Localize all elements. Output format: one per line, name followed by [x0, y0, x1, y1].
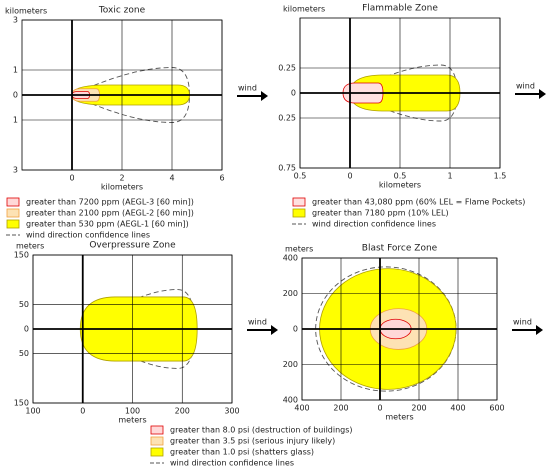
y-tick-label: 150 — [14, 399, 29, 408]
x-axis-label: meters — [118, 416, 146, 425]
legend-swatch — [292, 197, 306, 207]
y-tick-label: 3 — [13, 166, 18, 175]
wind-arrow-head — [536, 325, 543, 335]
y-tick-label: 50 — [19, 349, 29, 358]
chart-title: Blast Force Zone — [362, 244, 438, 254]
x-tick-label: 6 — [219, 174, 224, 183]
confidence-line — [71, 67, 190, 123]
legend-swatch — [6, 219, 20, 229]
x-axis-label: kilometers — [101, 183, 143, 192]
x-tick-label: 400 — [450, 404, 465, 413]
x-tick-label: 100 — [25, 407, 40, 416]
y-axis-label: meters — [285, 245, 313, 254]
confidence-line — [82, 289, 196, 369]
y-axis-label: meters — [16, 242, 44, 251]
x-tick-label: 600 — [489, 404, 504, 413]
legend-label: greater than 530 ppm (AEGL-1 [60 min]) — [26, 220, 189, 229]
y-tick-label: 200 — [283, 360, 298, 369]
x-tick-label: 100 — [125, 407, 140, 416]
legend-swatch — [150, 436, 164, 446]
y-tick-label: 0.25 — [278, 114, 296, 123]
y-tick-label: 0 — [13, 91, 18, 100]
legend-label: greater than 8.0 psi (destruction of bui… — [170, 426, 353, 435]
wind-label: wind — [516, 82, 535, 91]
legend-swatch — [6, 197, 20, 207]
legend-label: wind direction confidence lines — [312, 220, 436, 229]
chart-title: Overpressure Zone — [89, 241, 176, 251]
chart-title: Toxic zone — [98, 6, 146, 16]
chart-title: Flammable Zone — [362, 4, 438, 14]
legend-label: greater than 7200 ppm (AEGL-3 [60 min]) — [26, 198, 194, 207]
y-tick-label: 1 — [13, 116, 18, 125]
legend-label: greater than 3.5 psi (serious injury lik… — [170, 437, 335, 446]
legend-swatch — [150, 447, 164, 457]
x-tick-label: 0 — [347, 172, 352, 181]
wind-arrow-head — [539, 89, 546, 99]
y-tick-label: 150 — [14, 251, 29, 260]
y-tick-label: 0 — [291, 89, 296, 98]
x-tick-label: 1.5 — [494, 172, 507, 181]
y-tick-label: 0.25 — [278, 64, 296, 73]
x-tick-label: 0 — [377, 404, 382, 413]
wind-arrow-head — [271, 325, 278, 335]
legend-label: wind direction confidence lines — [26, 231, 150, 240]
x-tick-label: 0 — [80, 407, 85, 416]
x-tick-label: 2 — [119, 174, 124, 183]
legend-label: greater than 1.0 psi (shatters glass) — [170, 448, 314, 457]
legend-swatch — [6, 208, 20, 218]
legend-label: wind direction confidence lines — [170, 459, 294, 468]
y-tick-label: 0 — [24, 325, 29, 334]
y-tick-label: 200 — [283, 289, 298, 298]
x-tick-label: 1 — [447, 172, 452, 181]
plot-frame — [301, 257, 498, 401]
x-tick-label: 200 — [175, 407, 190, 416]
x-axis-label: kilometers — [379, 181, 421, 190]
y-tick-label: 400 — [283, 254, 298, 263]
x-tick-label: 300 — [224, 407, 239, 416]
wind-label: wind — [513, 318, 532, 327]
y-tick-label: 3 — [13, 16, 18, 25]
wind-label: wind — [238, 84, 257, 93]
legend-swatch — [292, 208, 306, 218]
x-tick-label: 200 — [411, 404, 426, 413]
x-axis-label: meters — [385, 413, 413, 422]
wind-label: wind — [248, 318, 267, 327]
y-tick-label: 400 — [283, 396, 298, 405]
y-axis-label: kilometers — [5, 7, 47, 16]
plot-frame — [299, 17, 501, 169]
legend-label: greater than 2100 ppm (AEGL-2 [60 min]) — [26, 209, 194, 218]
x-tick-label: 400 — [294, 404, 309, 413]
legend-label: greater than 43,080 ppm (60% LEL = Flame… — [312, 198, 525, 207]
wind-arrow-head — [261, 91, 268, 101]
y-tick-label: 0 — [293, 325, 298, 334]
legend-swatch — [150, 425, 164, 435]
x-tick-label: 0 — [69, 174, 74, 183]
y-tick-label: 1 — [13, 66, 18, 75]
y-axis-label: kilometers — [283, 5, 325, 14]
x-tick-label: 200 — [333, 404, 348, 413]
x-tick-label: 4 — [169, 174, 174, 183]
plot-frame — [32, 254, 233, 404]
legend-label: greater than 7180 ppm (10% LEL) — [312, 209, 449, 218]
x-tick-label: 0.5 — [294, 172, 307, 181]
y-tick-label: 50 — [19, 300, 29, 309]
y-tick-label: 0.75 — [278, 164, 296, 173]
plot-frame — [21, 19, 223, 171]
x-tick-label: 0.5 — [394, 172, 407, 181]
